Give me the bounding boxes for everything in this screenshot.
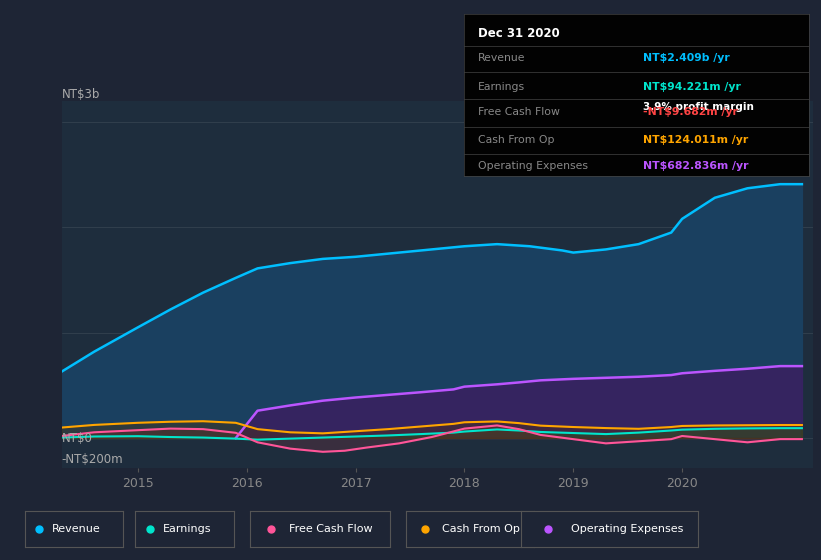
Text: 3.9% profit margin: 3.9% profit margin [643,102,754,112]
Text: Revenue: Revenue [478,53,525,63]
Text: Cash From Op: Cash From Op [442,524,520,534]
Text: Free Cash Flow: Free Cash Flow [290,524,373,534]
Text: NT$0: NT$0 [62,432,93,445]
Text: Dec 31 2020: Dec 31 2020 [478,27,559,40]
Text: NT$124.011m /yr: NT$124.011m /yr [643,135,749,145]
Text: Free Cash Flow: Free Cash Flow [478,108,560,117]
Text: Operating Expenses: Operating Expenses [478,161,588,171]
Text: Operating Expenses: Operating Expenses [571,524,683,534]
Text: Earnings: Earnings [478,82,525,92]
Text: Cash From Op: Cash From Op [478,135,554,145]
Text: NT$2.409b /yr: NT$2.409b /yr [643,53,730,63]
Text: -NT$9.682m /yr: -NT$9.682m /yr [643,108,738,117]
Text: NT$682.836m /yr: NT$682.836m /yr [643,161,749,171]
Text: Revenue: Revenue [53,524,101,534]
Text: -NT$200m: -NT$200m [62,452,123,466]
Text: Earnings: Earnings [163,524,212,534]
Text: NT$3b: NT$3b [62,88,100,101]
Text: NT$94.221m /yr: NT$94.221m /yr [643,82,741,92]
